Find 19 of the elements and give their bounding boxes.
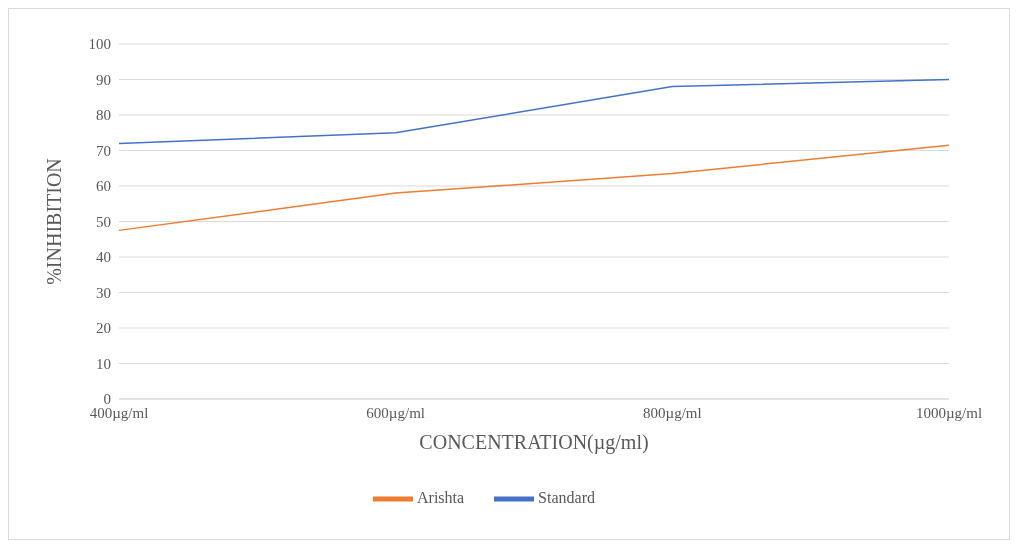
y-tick-label: 90: [96, 71, 111, 88]
y-tick-label: 40: [96, 249, 111, 266]
line-series: [118, 144, 950, 232]
y-tick-label: 30: [96, 284, 111, 301]
x-axis-title: CONCENTRATION(µg/ml): [419, 431, 649, 454]
y-axis-title: %INHIBITION: [43, 158, 66, 285]
y-tick-label: 50: [96, 213, 111, 230]
x-tick-label: 800µg/ml: [643, 404, 702, 421]
x-tick-label: 600µg/ml: [366, 404, 425, 421]
x-tick-label: 1000µg/ml: [915, 404, 983, 421]
y-tick-label: 100: [88, 36, 111, 53]
line-series: [118, 78, 950, 145]
y-tick-label: 70: [96, 142, 111, 159]
legend-label: Standard: [538, 488, 595, 506]
y-tick-label: 10: [96, 355, 111, 372]
y-tick-label: 60: [96, 178, 111, 195]
legend-label: Arishta: [417, 488, 465, 506]
y-tick-label: 80: [96, 107, 111, 124]
y-tick-label: 20: [96, 320, 111, 337]
